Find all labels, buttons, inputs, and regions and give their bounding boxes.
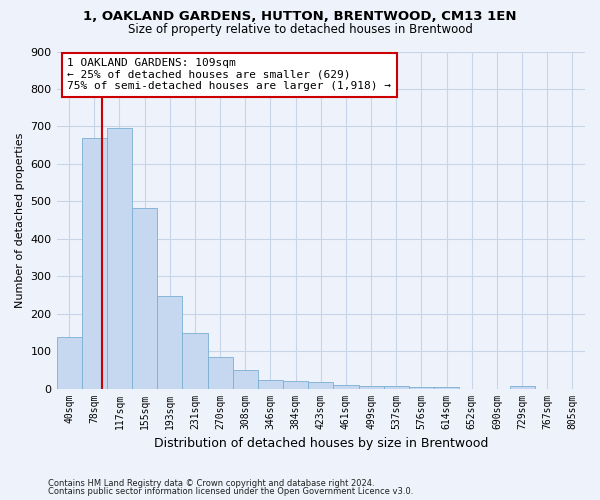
Bar [509,386,535,388]
Bar [359,386,383,388]
Bar [208,356,233,388]
Text: Contains HM Land Registry data © Crown copyright and database right 2024.: Contains HM Land Registry data © Crown c… [48,478,374,488]
Bar [383,386,409,388]
Bar [409,386,434,388]
X-axis label: Distribution of detached houses by size in Brentwood: Distribution of detached houses by size … [154,437,488,450]
Bar [258,380,283,388]
Bar [56,337,82,388]
Bar [82,138,107,388]
Bar [283,382,308,388]
Bar [233,370,258,388]
Y-axis label: Number of detached properties: Number of detached properties [15,132,25,308]
Bar [434,386,459,388]
Text: 1, OAKLAND GARDENS, HUTTON, BRENTWOOD, CM13 1EN: 1, OAKLAND GARDENS, HUTTON, BRENTWOOD, C… [83,10,517,23]
Bar [132,208,157,388]
Bar [334,385,359,388]
Text: 1 OAKLAND GARDENS: 109sqm
← 25% of detached houses are smaller (629)
75% of semi: 1 OAKLAND GARDENS: 109sqm ← 25% of detac… [67,58,391,92]
Bar [157,296,182,388]
Bar [107,128,132,388]
Bar [308,382,334,388]
Bar [182,333,208,388]
Text: Contains public sector information licensed under the Open Government Licence v3: Contains public sector information licen… [48,487,413,496]
Text: Size of property relative to detached houses in Brentwood: Size of property relative to detached ho… [128,22,472,36]
